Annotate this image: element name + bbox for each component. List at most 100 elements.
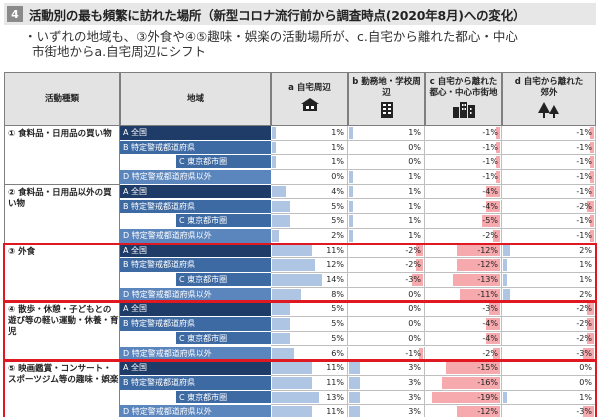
value-text: -1% [482,172,498,182]
positive-bar [349,362,360,374]
office-building-icon [380,101,393,122]
value-cell: 11% [271,361,348,376]
value-cell: 0% [348,331,425,347]
value-cell: 0% [348,317,425,332]
value-cell: -1% [348,346,425,362]
value-cell: 1% [271,140,348,156]
negative-bar [415,244,423,257]
negative-bar [453,274,500,286]
value-cell: 1% [348,184,425,200]
value-text: 1% [408,186,421,196]
value-cell: -3% [502,346,596,362]
value-text: -2% [482,348,498,358]
value-text: 3% [408,377,421,387]
positive-bar [349,200,353,213]
positive-bar [349,127,353,139]
value-text: -1% [576,157,592,167]
positive-bar [272,362,312,374]
negative-bar [485,332,500,345]
region-label-text: C 東京都市圏 [176,390,271,404]
value-cell: 1% [348,228,425,244]
value-text: -1% [482,142,498,152]
value-text: 0% [579,363,592,373]
value-text: 1% [408,128,421,137]
value-cell: -2% [502,199,596,215]
value-cell: -19% [425,390,502,406]
region-label: A 全国 [120,184,271,200]
activity-label-2: ② 食料品・日用品以外の買い物 [4,184,120,244]
positive-bar [272,244,312,257]
negative-bar [586,200,594,213]
negative-bar [590,141,594,154]
value-text: -2% [576,201,592,211]
value-text: 5% [331,216,344,226]
negative-bar [456,244,500,257]
negative-bar [485,200,500,213]
negative-bar [456,259,500,271]
value-text: -2% [405,245,421,255]
value-cell: -3% [425,302,502,318]
negative-bar [446,362,500,374]
value-text: 0% [331,172,344,182]
value-text: 5% [331,201,344,211]
header-col-label: a 自宅周辺 [288,83,331,93]
positive-bar [272,156,276,169]
negative-bar [496,141,500,154]
value-text: 13% [326,392,344,402]
value-cell: 12% [271,258,348,273]
negative-bar [489,303,500,316]
value-text: -12% [477,245,498,255]
value-text: 1% [408,172,421,182]
value-cell: -2% [348,258,425,273]
value-cell: 0% [348,140,425,156]
value-cell: -16% [425,375,502,391]
positive-bar [349,391,360,404]
positive-bar [272,259,316,271]
positive-bar [272,127,276,139]
value-cell: 1% [271,155,348,171]
value-cell: -1% [425,140,502,156]
value-text: 5% [331,304,344,314]
value-cell: 11% [271,405,348,417]
section-title: 活動別の最も頻繁に訪れた場所（新型コロナ流行前から調査時点(2020年8月)への… [29,7,526,23]
positive-bar [272,303,290,316]
positive-bar [272,318,290,330]
value-text: 4% [331,186,344,196]
region-label-text: C 東京都市圏 [176,273,271,286]
activity-label-5: ⑤ 映画鑑賞・コンサート・スポーツジム等の趣味・娯楽 [4,361,120,417]
region-label: A 全国 [120,302,271,318]
value-cell: -1% [502,155,596,171]
value-cell: 2% [502,243,596,259]
value-text: 0% [408,142,421,152]
negative-bar [586,318,594,330]
positive-bar [503,244,511,257]
positive-bar [272,406,312,417]
positive-bar [503,391,507,404]
negative-bar [456,406,500,417]
value-text: -3% [576,348,592,358]
value-text: -12% [477,407,498,417]
region-label: B 特定警戒都道府県 [120,140,271,156]
value-cell: -13% [425,273,502,288]
positive-bar [272,229,280,242]
positive-bar [272,274,323,286]
value-cell: 5% [271,331,348,347]
value-text: 2% [579,245,592,255]
value-cell: 11% [271,375,348,391]
value-text: -16% [477,377,498,387]
value-cell: 11% [271,243,348,259]
value-text: 0% [579,377,592,387]
value-text: -19% [477,392,498,402]
value-cell: -1% [425,126,502,141]
value-text: -2% [482,230,498,240]
value-cell: -12% [425,243,502,259]
value-cell: -3% [348,273,425,288]
header-col-2: c 自宅から離れた 都心・中心市街地 [425,72,502,126]
value-cell: -1% [425,170,502,185]
value-text: -15% [477,363,498,373]
header-col-sublabel: 郊外 [540,87,558,98]
positive-bar [349,229,353,242]
value-text: -1% [405,348,421,358]
negative-bar [485,318,500,330]
region-label: D 特定警戒都道府県以外 [120,405,271,417]
